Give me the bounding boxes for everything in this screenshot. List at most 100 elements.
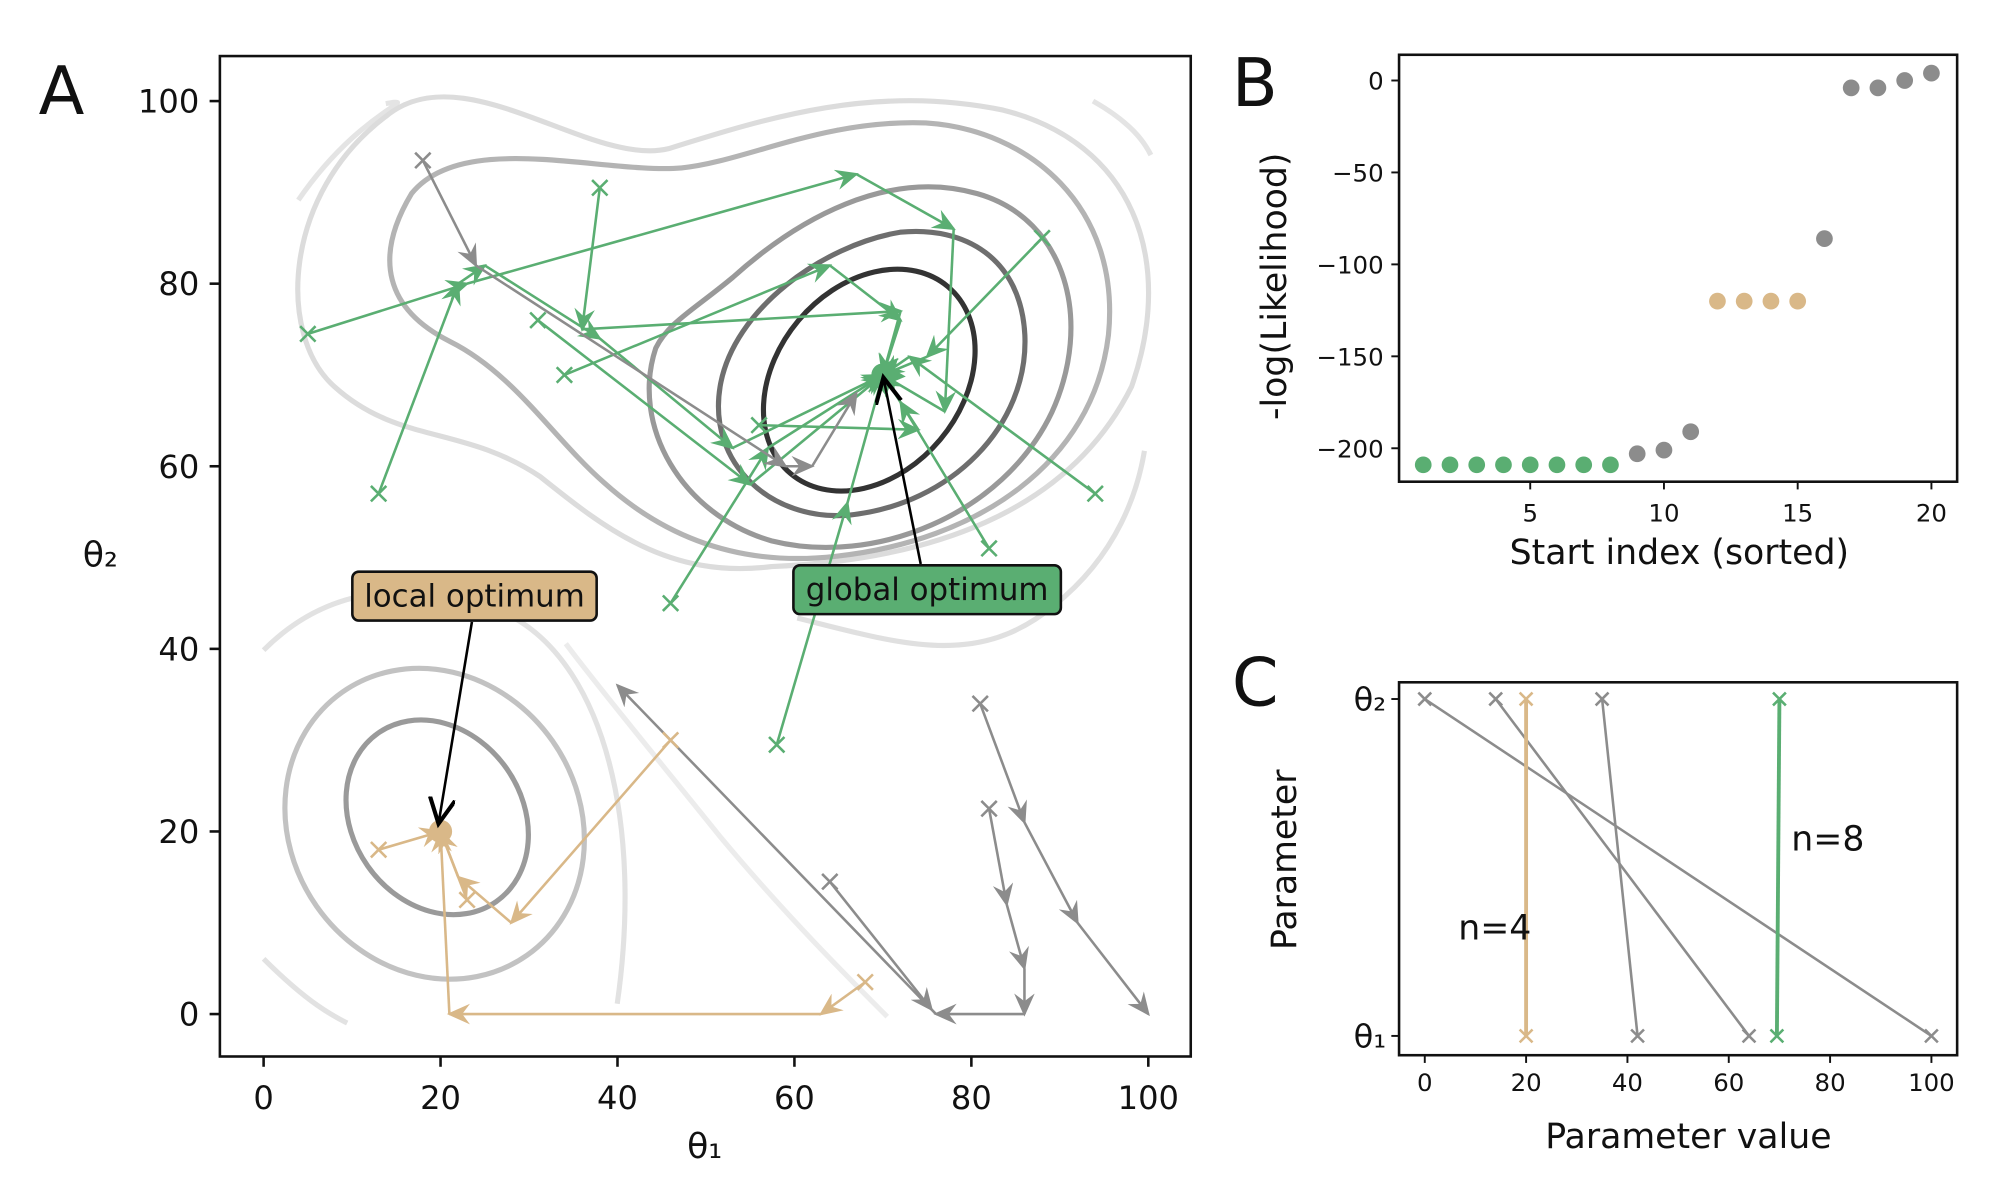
contour-line bbox=[646, 184, 1074, 550]
trajectory-step bbox=[563, 263, 833, 377]
start-marker bbox=[856, 973, 874, 991]
panel-letter-c: C bbox=[1232, 643, 1279, 721]
point-local bbox=[1709, 292, 1726, 310]
parameter-line-global bbox=[1769, 691, 1787, 1044]
trajectory-global bbox=[555, 263, 903, 384]
trajectory-step bbox=[377, 281, 461, 495]
point-global bbox=[1575, 456, 1593, 474]
trajectory-step bbox=[818, 981, 866, 1016]
x-tick-label-a: 100 bbox=[1118, 1079, 1179, 1117]
point-global bbox=[1414, 456, 1432, 474]
x-tick-label-b: 10 bbox=[1648, 499, 1679, 528]
trajectory-step bbox=[925, 237, 1044, 359]
trajectory-step bbox=[574, 187, 602, 332]
x-tick-label-c: 20 bbox=[1511, 1068, 1542, 1097]
trajectory-step bbox=[829, 264, 903, 322]
y-tick-label-b: 0 bbox=[1368, 67, 1384, 96]
trajectory-step bbox=[855, 172, 956, 231]
ticks-a: 0 20 40 60 80 100 0 20 40 60 80 100 bbox=[138, 83, 1179, 1118]
global-optimum-label: global optimum bbox=[806, 572, 1049, 608]
local-optimum-point bbox=[428, 819, 453, 844]
global-optimum-box bbox=[792, 563, 1063, 616]
parameter-line bbox=[1494, 698, 1751, 1037]
point-other bbox=[1628, 445, 1646, 463]
start-marker bbox=[369, 485, 388, 503]
panel-a: 0 20 40 60 80 100 0 20 40 60 80 100 θ₁ θ₂ local opt… bbox=[83, 54, 1193, 1167]
point-local bbox=[1762, 292, 1780, 310]
trajectory-step bbox=[598, 337, 735, 450]
y-axis-label-c: Parameter bbox=[1265, 769, 1305, 950]
trajectory-step bbox=[731, 373, 886, 450]
y-tick-label-b: −100 bbox=[1317, 250, 1384, 279]
trajectory-step bbox=[1076, 921, 1150, 1017]
point-global bbox=[1495, 456, 1512, 474]
start-marker bbox=[1033, 229, 1051, 247]
point-global bbox=[1521, 456, 1539, 474]
global-optimum-point bbox=[871, 363, 895, 387]
start-marker bbox=[768, 736, 786, 754]
parameter-line-other bbox=[1417, 691, 1939, 1044]
point-other bbox=[1869, 79, 1887, 97]
trajectory-other bbox=[821, 873, 934, 1012]
trajectory-step bbox=[935, 228, 957, 415]
axes-frame-b bbox=[1397, 53, 1959, 483]
parameter-line-other bbox=[1488, 691, 1757, 1044]
contour-line bbox=[760, 266, 978, 494]
panel-letter-b: B bbox=[1232, 44, 1278, 122]
theta2-marker bbox=[1518, 691, 1534, 707]
parameter-line bbox=[1774, 699, 1782, 1036]
panel-c: 0 20 40 60 80 100 θ₁ θ₂ Parameter value Paramet… bbox=[1265, 681, 1959, 1157]
point-other bbox=[1923, 64, 1940, 82]
x-tick-label-b: 15 bbox=[1782, 499, 1813, 528]
theta2-marker bbox=[1417, 691, 1433, 707]
x-tick-label-c: 100 bbox=[1908, 1068, 1955, 1097]
trajectory-other bbox=[971, 695, 1150, 1017]
trajectory-other bbox=[414, 151, 858, 477]
point-other bbox=[1682, 423, 1700, 441]
point-other bbox=[1896, 72, 1914, 89]
trajectory-step bbox=[307, 280, 470, 336]
global-optimum-arrow bbox=[883, 378, 922, 565]
point-local bbox=[1789, 292, 1807, 310]
theta1-marker bbox=[1741, 1028, 1757, 1044]
x-axis-label-b: Start index (sorted) bbox=[1510, 533, 1849, 573]
trajectory-step bbox=[767, 373, 886, 450]
contour-line bbox=[343, 717, 531, 918]
x-tick-label-c: 40 bbox=[1612, 1068, 1643, 1097]
x-tick-label-a: 40 bbox=[597, 1079, 638, 1117]
ticks-b: 5 10 15 20 0 −50 −100 −150 −200 bbox=[1317, 67, 1947, 528]
x-tick-label-c: 80 bbox=[1815, 1068, 1846, 1097]
trajectory-step bbox=[775, 500, 852, 746]
y-axis-label-a: θ₂ bbox=[83, 536, 118, 576]
point-other bbox=[1816, 230, 1833, 247]
trajectory-step bbox=[582, 301, 904, 331]
point-global bbox=[1468, 456, 1486, 474]
start-marker bbox=[661, 594, 680, 612]
contour-line bbox=[387, 120, 1113, 561]
axes-frame-c bbox=[1397, 681, 1959, 1057]
x-tick-label-a: 0 bbox=[253, 1079, 273, 1117]
theta1-marker bbox=[1630, 1028, 1645, 1044]
parameter-line-other bbox=[1594, 691, 1645, 1044]
trajectory-global bbox=[299, 169, 957, 415]
start-marker bbox=[414, 151, 432, 170]
panel-letter-a: A bbox=[39, 52, 85, 130]
theta2-marker bbox=[1772, 691, 1787, 707]
trajectory-global bbox=[529, 311, 885, 487]
y-tick-label-b: −150 bbox=[1317, 342, 1384, 371]
start-marker bbox=[458, 891, 476, 909]
trajectory-local bbox=[438, 731, 680, 925]
trajectory-step bbox=[421, 159, 478, 268]
start-marker bbox=[369, 841, 388, 859]
start-marker bbox=[980, 800, 998, 818]
start-marker bbox=[661, 731, 680, 749]
start-marker bbox=[821, 873, 839, 891]
lines-c bbox=[1417, 691, 1939, 1044]
trajectory-step bbox=[987, 808, 1014, 908]
trajectory-step bbox=[979, 703, 1027, 825]
contour-line bbox=[282, 665, 587, 982]
x-axis-label-a: θ₁ bbox=[687, 1127, 722, 1167]
trajectory-step bbox=[475, 264, 788, 468]
x-tick-label-b: 20 bbox=[1916, 499, 1947, 528]
